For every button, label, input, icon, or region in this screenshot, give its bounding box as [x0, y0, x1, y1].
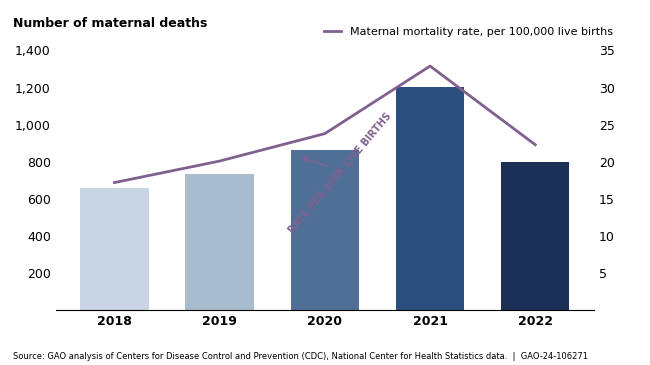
Text: Number of maternal deaths: Number of maternal deaths	[13, 17, 207, 30]
Bar	[80, 188, 149, 310]
Bar	[501, 162, 569, 310]
Bar	[396, 87, 464, 310]
Legend: Maternal mortality rate, per 100,000 live births: Maternal mortality rate, per 100,000 liv…	[320, 22, 617, 41]
Bar	[291, 150, 359, 310]
Bar	[185, 174, 254, 310]
Text: Source: GAO analysis of Centers for Disease Control and Prevention (CDC), Nation: Source: GAO analysis of Centers for Dise…	[13, 352, 588, 361]
Text: RATE PER 100K LIVE BIRTHS: RATE PER 100K LIVE BIRTHS	[287, 111, 394, 235]
